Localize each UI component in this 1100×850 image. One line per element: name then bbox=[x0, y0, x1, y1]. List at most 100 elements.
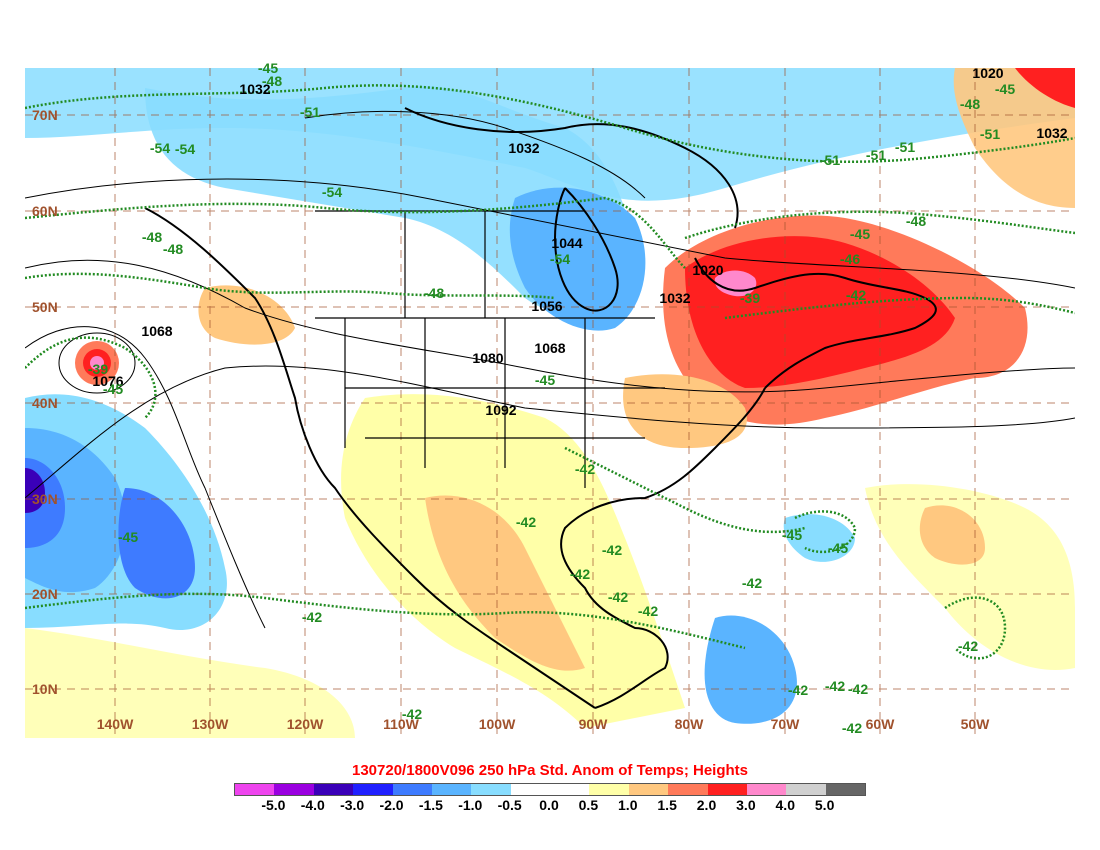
temp-label: -48 bbox=[423, 285, 445, 301]
legend-tick-label: 3.0 bbox=[736, 797, 756, 813]
lat-label-40n: 40N bbox=[32, 395, 58, 411]
temp-label: -54 bbox=[549, 251, 571, 267]
temp-label: -42 bbox=[847, 681, 869, 697]
legend-tick-label: -1.5 bbox=[418, 797, 443, 813]
temp-label: -42 bbox=[601, 542, 623, 558]
temp-label: -51 bbox=[819, 152, 841, 168]
temp-label: -42 bbox=[401, 706, 423, 722]
legend-swatch bbox=[313, 784, 354, 795]
legend-swatch bbox=[668, 784, 708, 795]
temp-label: -45 bbox=[117, 529, 139, 545]
legend-tick-label: -2.0 bbox=[379, 797, 404, 813]
legend-tick-label: 5.0 bbox=[814, 797, 835, 813]
legend-swatch bbox=[431, 784, 472, 795]
temp-label: -42 bbox=[787, 682, 809, 698]
legend-swatch bbox=[707, 784, 747, 795]
legend-swatch bbox=[589, 784, 629, 795]
legend-swatch bbox=[825, 784, 865, 795]
temp-label: -39 bbox=[87, 361, 109, 377]
lon-label-110w: 110W bbox=[383, 716, 419, 732]
height-label: 1032 bbox=[239, 81, 271, 97]
temp-label: -42 bbox=[301, 609, 323, 625]
temperature-anomaly-shading bbox=[25, 68, 1075, 738]
temp-label: -42 bbox=[607, 589, 629, 605]
chart-title: 130720/1800V096 250 hPa Std. Anom of Tem… bbox=[352, 762, 748, 779]
legend-tick-label: 2.0 bbox=[696, 797, 717, 813]
color-legend-bar bbox=[234, 783, 866, 796]
height-label: 1032 bbox=[508, 140, 540, 156]
lon-label-70w: 70W bbox=[770, 716, 800, 732]
legend-tick-label: -3.0 bbox=[340, 797, 365, 813]
lat-label-50n: 50N bbox=[32, 299, 58, 315]
legend-swatch bbox=[746, 784, 787, 795]
legend-swatch bbox=[628, 784, 669, 795]
temp-label: -48 bbox=[162, 241, 184, 257]
temp-label: -42 bbox=[515, 514, 537, 530]
height-label: 1020 bbox=[972, 65, 1004, 81]
temp-label: -46 bbox=[839, 251, 861, 267]
temp-label: -45 bbox=[781, 527, 803, 543]
temp-label: -54 bbox=[174, 141, 196, 157]
height-label: 1020 bbox=[692, 262, 724, 278]
lat-label-70n: 70N bbox=[32, 107, 58, 123]
legend-swatch bbox=[550, 784, 590, 795]
temp-label: -42 bbox=[741, 575, 763, 591]
temp-label: -48 bbox=[261, 73, 283, 89]
height-contours bbox=[25, 110, 1075, 629]
lon-label-120w: 120W bbox=[286, 716, 324, 732]
lon-label-90w: 90W bbox=[578, 716, 608, 732]
legend-swatch bbox=[786, 784, 826, 795]
legend-tick-label: -4.0 bbox=[300, 797, 325, 813]
temp-label: -54 bbox=[321, 184, 343, 200]
lon-label-50w: 50W bbox=[960, 716, 990, 732]
map-canvas bbox=[25, 68, 1075, 738]
temp-label: -42 bbox=[824, 678, 846, 694]
legend-swatch bbox=[353, 784, 393, 795]
map-frame bbox=[25, 68, 1075, 738]
height-label: 1068 bbox=[141, 323, 173, 339]
height-label: 1032 bbox=[1036, 125, 1068, 141]
height-label: 1032 bbox=[659, 290, 691, 306]
legend-swatch bbox=[471, 784, 511, 795]
height-label: 1076 bbox=[92, 373, 124, 389]
temp-label: -42 bbox=[637, 603, 659, 619]
temp-label: -42 bbox=[574, 461, 596, 477]
temp-label: -48 bbox=[959, 96, 981, 112]
legend-tick-label: 4.0 bbox=[775, 797, 795, 813]
temp-label: -42 bbox=[841, 720, 863, 736]
lat-label-20n: 20N bbox=[32, 586, 58, 602]
height-label: 1068 bbox=[534, 340, 566, 356]
temp-label: -45 bbox=[849, 226, 871, 242]
height-label: 1092 bbox=[485, 402, 517, 418]
legend-swatch bbox=[274, 784, 314, 795]
temp-label: -54 bbox=[149, 140, 171, 156]
lat-label-30n: 30N bbox=[32, 491, 58, 507]
lon-label-130w: 130W bbox=[191, 716, 229, 732]
temp-label: -48 bbox=[141, 229, 163, 245]
temp-label: -51 bbox=[894, 139, 916, 155]
temperature-contours bbox=[25, 84, 1075, 660]
lat-label-60n: 60N bbox=[32, 203, 58, 219]
legend-tick-label: 0.5 bbox=[578, 797, 599, 813]
color-legend-labels: -5.0 -4.0 -3.0 -2.0 -1.5 -1.0 -0.5 0.0 0.5 1.0 1.5… bbox=[0, 797, 1100, 815]
height-label: 1044 bbox=[551, 235, 583, 251]
temp-label: -48 bbox=[905, 213, 927, 229]
temp-label: -42 bbox=[569, 566, 591, 582]
lon-label-80w: 80W bbox=[674, 716, 704, 732]
legend-tick-label: 1.0 bbox=[618, 797, 638, 813]
political-borders bbox=[315, 210, 665, 488]
legend-tick-label: -0.5 bbox=[497, 797, 522, 813]
legend-tick-label: 0.0 bbox=[539, 797, 559, 813]
lon-label-100w: 100W bbox=[478, 716, 516, 732]
coastlines bbox=[144, 107, 937, 709]
temp-label: -45 bbox=[102, 381, 124, 397]
temp-label: -45 bbox=[827, 540, 849, 556]
legend-swatch bbox=[392, 784, 432, 795]
legend-tick-label: 1.5 bbox=[657, 797, 677, 813]
temp-label: -51 bbox=[979, 126, 1001, 142]
temp-label: -42 bbox=[845, 287, 867, 303]
temp-label: -45 bbox=[994, 81, 1016, 97]
lat-label-10n: 10N bbox=[32, 681, 58, 697]
lon-label-140w: 140W bbox=[96, 716, 134, 732]
temp-label: -51 bbox=[865, 147, 887, 163]
